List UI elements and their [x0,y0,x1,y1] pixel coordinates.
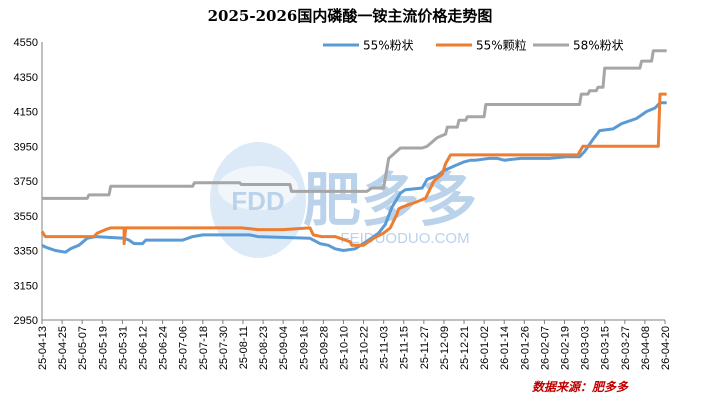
x-tick-label: 26-03-27 [620,326,632,370]
x-tick-label: 25-07-06 [178,326,190,370]
legend-label-2: 55%颗粒 [476,38,527,53]
x-tick-label: 26-04-08 [640,326,652,370]
y-tick-label: 3350 [14,246,38,258]
series-group [40,49,667,254]
y-axis: 2950 3150 3350 3550 3750 3950 4150 4350 4550 [14,37,43,327]
y-tick-label: 3550 [14,211,38,223]
x-tick-label: 25-11-15 [399,326,411,369]
x-tick-label: 25-08-11 [238,326,250,369]
x-tick-label: 25-09-28 [318,326,330,370]
x-tick-label: 25-12-09 [439,326,451,370]
y-tick-label: 4350 [14,72,38,84]
x-axis: 25-04-13 25-04-25 25-05-07 25-05-19 25-05-31… [37,319,672,370]
y-tick-label: 3950 [14,141,38,153]
x-tick-label: 26-03-15 [600,326,612,370]
legend-label-3: 58%粉状 [573,39,624,53]
x-tick-label: 26-01-14 [499,326,511,370]
x-tick-label: 26-02-07 [539,326,551,370]
legend-label-1: 55%粉状 [363,39,414,53]
data-source-label: 数据来源：肥多多 [532,380,629,394]
x-tick-label: 25-11-27 [419,326,431,369]
x-tick-label: 25-11-03 [379,326,391,369]
chart-title: 2025-2026国内磷酸一铵主流价格走势图 [208,7,493,25]
x-tick-label: 25-10-22 [359,326,371,370]
x-tick-label: 25-07-18 [198,326,210,370]
x-tick-label: 25-04-25 [57,326,69,370]
series-line-3 [42,49,667,200]
x-tick-label: 26-04-20 [660,326,672,370]
x-tick-label: 25-09-04 [278,326,290,370]
y-tick-label: 3150 [14,280,38,292]
y-tick-label: 3750 [14,176,38,188]
x-tick-label: 25-07-30 [218,326,230,370]
watermark-cn: 肥多多 [303,166,477,234]
legend: 55%粉状 55%颗粒 58%粉状 [323,38,624,53]
watermark-brand: FDD [231,186,284,216]
x-tick-label: 25-05-07 [77,326,89,370]
x-tick-label: 25-05-19 [97,326,109,370]
y-tick-label: 4550 [14,37,38,49]
x-tick-label: 25-04-13 [37,326,49,370]
x-tick-label: 25-10-10 [338,326,350,370]
x-tick-label: 25-06-24 [158,326,170,370]
x-tick-label: 25-12-21 [459,326,471,370]
watermark-url: FEIDUODUO.COM [340,230,469,247]
x-tick-label: 25-05-31 [117,326,129,370]
series-line-2 [40,92,667,247]
x-tick-label: 26-01-26 [519,326,531,370]
x-tick-label: 26-03-03 [580,326,592,370]
x-tick-label: 25-06-12 [137,326,149,370]
y-tick-label: 4150 [14,107,38,119]
x-tick-label: 26-02-19 [560,326,572,370]
y-tick-label: 2950 [14,315,38,327]
x-tick-label: 26-01-02 [479,326,491,370]
x-tick-label: 25-09-16 [298,326,310,370]
x-tick-label: 25-08-23 [258,326,270,370]
